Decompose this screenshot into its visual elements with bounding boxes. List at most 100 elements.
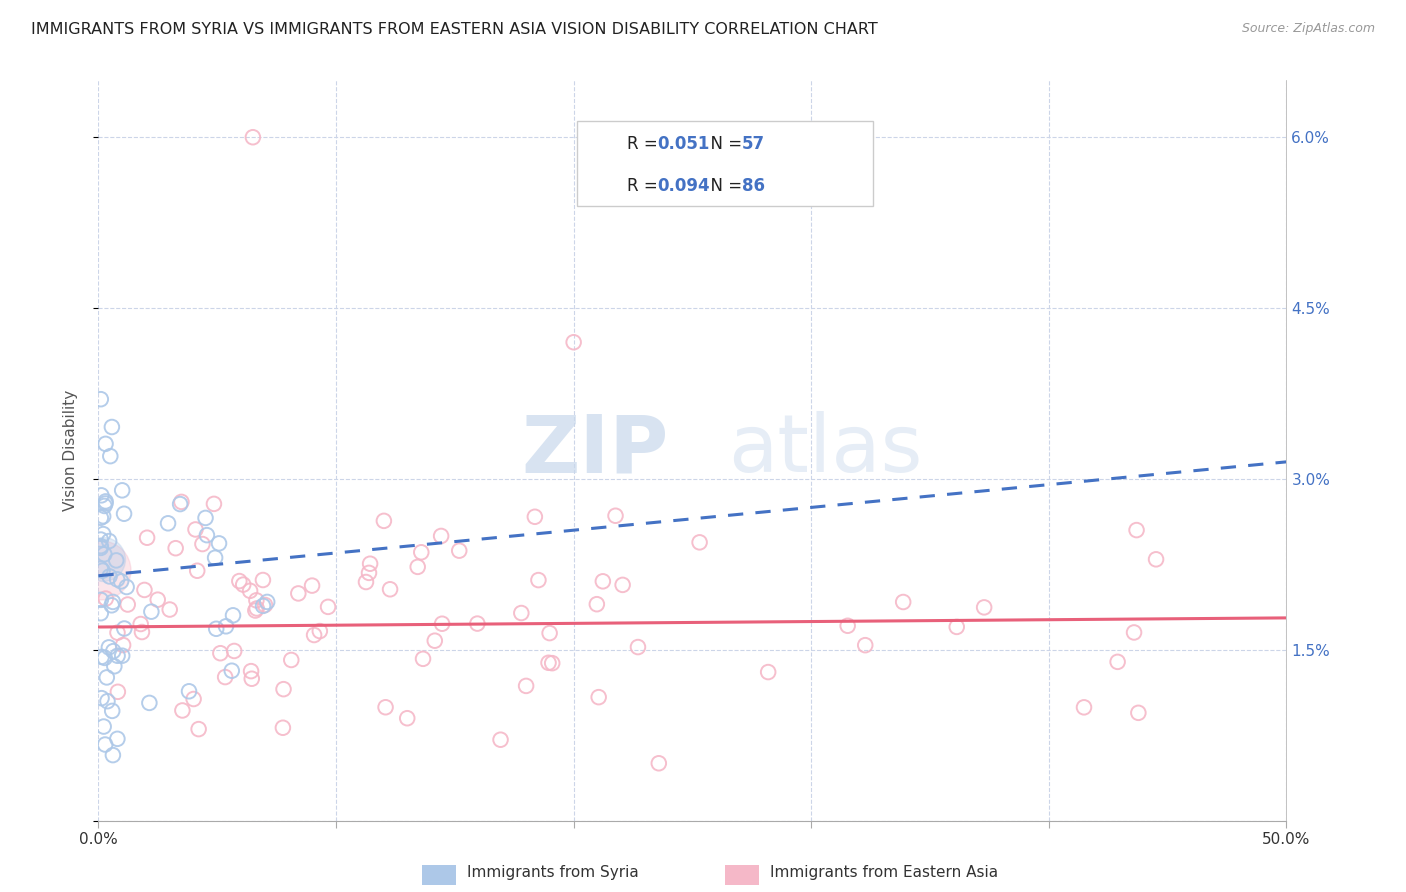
Point: [209, 646, 232, 660]
Point: [527, 573, 550, 587]
Point: [378, 582, 401, 597]
Point: [191, 537, 214, 551]
Point: [101, 704, 124, 718]
Point: [359, 557, 381, 571]
Point: [1123, 625, 1146, 640]
Point: [93, 547, 115, 561]
Point: [94, 496, 117, 510]
Point: [186, 564, 208, 578]
Point: [214, 670, 236, 684]
Point: [170, 495, 193, 509]
Point: [172, 703, 194, 717]
Point: [90, 392, 112, 407]
Point: [110, 574, 132, 589]
Point: [129, 617, 152, 632]
Point: [605, 508, 627, 523]
Point: [183, 692, 205, 706]
Point: [406, 560, 429, 574]
Point: [165, 541, 187, 556]
Point: [302, 628, 325, 642]
Point: [612, 578, 634, 592]
Point: [588, 690, 610, 705]
Point: [423, 633, 446, 648]
Point: [357, 566, 380, 580]
Point: [90, 541, 112, 555]
Point: [202, 497, 225, 511]
Point: [396, 711, 419, 725]
Point: [430, 616, 453, 631]
Point: [93, 720, 115, 734]
Point: [287, 586, 309, 600]
Point: [177, 684, 200, 698]
Point: [91, 564, 114, 578]
Point: [240, 672, 263, 686]
Point: [94, 591, 117, 606]
Point: [1144, 552, 1167, 566]
Point: [117, 598, 139, 612]
Point: [510, 606, 533, 620]
Text: ZIP: ZIP: [522, 411, 669, 490]
Point: [467, 616, 489, 631]
Point: [973, 600, 995, 615]
Point: [91, 509, 114, 524]
Point: [91, 527, 114, 541]
Point: [756, 665, 779, 679]
Point: [945, 620, 967, 634]
Point: [194, 511, 217, 525]
Point: [101, 595, 124, 609]
Point: [101, 420, 124, 434]
Text: 86: 86: [742, 178, 765, 195]
Point: [100, 599, 122, 613]
Point: [107, 685, 129, 699]
Point: [273, 682, 295, 697]
Point: [98, 449, 121, 463]
Point: [96, 670, 118, 684]
Point: [837, 619, 859, 633]
Point: [222, 608, 245, 623]
Point: [205, 622, 228, 636]
Point: [1073, 700, 1095, 714]
Point: [107, 625, 129, 640]
Point: [449, 543, 471, 558]
Point: [90, 488, 112, 502]
Point: [256, 595, 278, 609]
Point: [215, 619, 238, 633]
Point: [316, 599, 339, 614]
Point: [90, 533, 112, 547]
Point: [515, 679, 537, 693]
Point: [111, 483, 134, 498]
Point: [90, 539, 112, 553]
Point: [103, 644, 125, 658]
Point: [94, 738, 117, 752]
Text: N =: N =: [700, 136, 747, 153]
Point: [301, 579, 323, 593]
Point: [90, 649, 112, 664]
Point: [253, 598, 276, 612]
Point: [354, 574, 377, 589]
Point: [412, 652, 434, 666]
Text: R =: R =: [627, 178, 662, 195]
Point: [252, 573, 274, 587]
Point: [271, 721, 294, 735]
Point: [239, 583, 262, 598]
Point: [853, 638, 876, 652]
Point: [94, 651, 117, 665]
Text: Immigrants from Eastern Asia: Immigrants from Eastern Asia: [770, 865, 998, 880]
Point: [430, 529, 453, 543]
Point: [101, 748, 124, 763]
Text: Source: ZipAtlas.com: Source: ZipAtlas.com: [1241, 22, 1375, 36]
Point: [240, 664, 263, 678]
Point: [538, 626, 561, 640]
Text: 0.051: 0.051: [658, 136, 710, 153]
Point: [157, 516, 180, 531]
Point: [112, 638, 135, 652]
Point: [242, 130, 264, 145]
Point: [105, 553, 128, 567]
Point: [891, 595, 914, 609]
Point: [94, 437, 117, 451]
Point: [252, 599, 274, 613]
Point: [1128, 706, 1150, 720]
Point: [541, 656, 564, 670]
Text: N =: N =: [700, 178, 747, 195]
Point: [537, 656, 560, 670]
